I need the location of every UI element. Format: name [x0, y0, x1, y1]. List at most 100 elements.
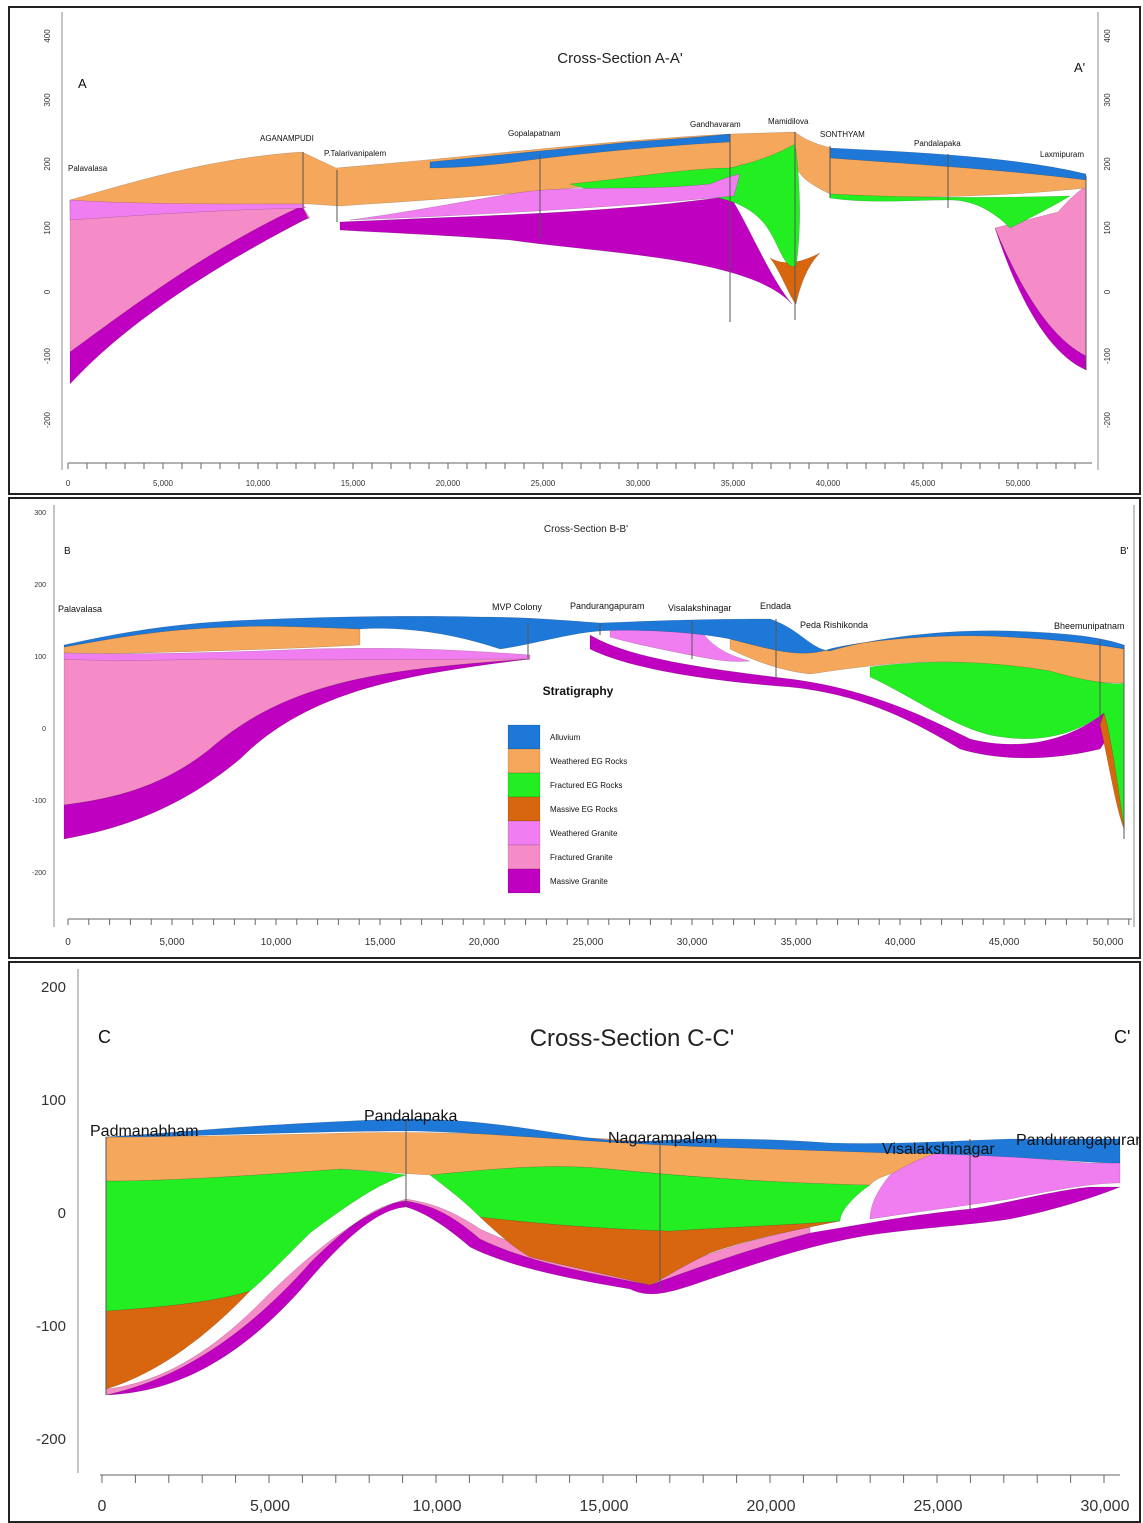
fractured-eg-layer-east: [829, 193, 1071, 229]
cross-section-a-figure: 400 300 200 100 0 -100 -200 400 300 200 …: [43, 12, 1112, 488]
x-tick-label: 25,000: [573, 937, 604, 948]
y-tick-right-100: 100: [1103, 221, 1112, 235]
x-tick-label: 10,000: [246, 479, 271, 488]
y-tick-label: 200: [34, 582, 46, 589]
legend-label: Massive Granite: [550, 877, 608, 886]
cross-section-c-panel: 200 100 0 -100 -200 Cross-Section C-C' C…: [8, 961, 1141, 1523]
x-tick-label: 15,000: [580, 1498, 629, 1515]
massive-granite-layer-east: [994, 227, 1087, 371]
village-label: Gandhavaram: [690, 120, 741, 129]
village-label: MVP Colony: [492, 602, 542, 612]
section-a-title: Cross-Section A-A': [557, 50, 683, 67]
y-tick-minus200: -200: [43, 411, 52, 428]
x-tick-label: 50,000: [1093, 937, 1124, 948]
y-tick-300: 300: [43, 93, 52, 107]
x-tick-label: 15,000: [365, 937, 396, 948]
village-labels: Palavalasa AGANAMPUDI P.Talarivanipalem …: [68, 117, 1084, 173]
y-tick-label: -200: [32, 870, 46, 877]
legend-label: Alluvium: [550, 733, 581, 742]
y-tick-label: 300: [34, 510, 46, 517]
x-tick-label: 25,000: [531, 479, 556, 488]
y-tick-label: 100: [34, 654, 46, 661]
section-a-end-right: A': [1074, 60, 1085, 75]
alluvium-layer: [63, 615, 1125, 654]
x-tick-label: 5,000: [153, 479, 174, 488]
x-tick-label: 10,000: [261, 937, 292, 948]
village-label: Visalakshinagar: [668, 603, 731, 613]
legend-swatch-weathered-granite: [507, 820, 541, 846]
village-label: Visalakshinagar: [882, 1141, 995, 1158]
village-label: Pandalapaka: [364, 1108, 458, 1125]
section-c-title: Cross-Section C-C': [530, 1025, 735, 1052]
stratigraphy-legend: Stratigraphy Alluvium Weathered EG Rocks…: [507, 684, 627, 894]
y-tick-right-minus200: -200: [1103, 411, 1112, 428]
village-label: P.Talarivanipalem: [324, 149, 386, 158]
x-tick-label: 0: [98, 1498, 107, 1515]
y-tick-label: 200: [41, 979, 66, 996]
x-tick-marks: [67, 919, 1130, 925]
x-tick-label: 20,000: [436, 479, 461, 488]
x-tick-label: 30,000: [1081, 1498, 1130, 1515]
fractured-eg-layer: [105, 1168, 407, 1312]
y-tick-label: -100: [32, 798, 46, 805]
legend-swatch-weathered-eg: [507, 748, 541, 774]
village-label: Pandurangapuram: [570, 601, 645, 611]
legend-label: Weathered Granite: [550, 829, 618, 838]
village-label: Padmanabham: [90, 1123, 199, 1140]
x-tick-labels: 0 5,000 10,000 15,000 20,000 25,000 30,0…: [66, 479, 1031, 488]
village-label: Laxmipuram: [1040, 150, 1084, 159]
x-tick-label: 45,000: [989, 937, 1020, 948]
village-label: Pandalapaka: [914, 139, 961, 148]
section-b-title: Cross-Section B-B': [544, 524, 628, 535]
x-tick-label: 40,000: [816, 479, 841, 488]
section-b-end-right: B': [1120, 546, 1129, 557]
y-tick-400: 400: [43, 29, 52, 43]
legend-label: Weathered EG Rocks: [550, 757, 627, 766]
x-tick-label: 0: [65, 937, 71, 948]
village-label: Peda Rishikonda: [800, 620, 868, 630]
x-tick-label: 20,000: [747, 1498, 796, 1515]
strata-layers: [105, 1118, 1121, 1396]
y-tick-right-200: 200: [1103, 157, 1112, 171]
section-c-end-left: C: [98, 1027, 111, 1047]
x-tick-label: 35,000: [781, 937, 812, 948]
x-tick-label: 15,000: [341, 479, 366, 488]
legend-swatch-fractured-granite: [507, 844, 541, 870]
x-tick-label: 5,000: [250, 1498, 290, 1515]
legend-label: Fractured EG Rocks: [550, 781, 622, 790]
x-tick-marks: [67, 463, 1076, 469]
legend-swatch-fractured-eg: [507, 772, 541, 798]
village-label: Gopalapatnam: [508, 129, 561, 138]
borehole-lines: [105, 1119, 971, 1395]
cross-section-b-figure: 300 200 100 0 -100 -200 Cross-Section B-…: [32, 505, 1135, 948]
fractured-granite-layer: [63, 654, 531, 806]
x-tick-label: 30,000: [677, 937, 708, 948]
borehole-lines: [302, 132, 1087, 370]
x-tick-label: 10,000: [413, 1498, 462, 1515]
strata-layers: [69, 131, 1087, 385]
section-c-end-right: C': [1114, 1027, 1130, 1047]
x-tick-label: 35,000: [721, 479, 746, 488]
cross-section-b-panel: 300 200 100 0 -100 -200 Cross-Section B-…: [8, 497, 1141, 959]
y-tick-100: 100: [43, 221, 52, 235]
y-tick-label: -200: [36, 1431, 66, 1448]
section-a-end-left: A: [78, 76, 87, 91]
x-tick-label: 40,000: [885, 937, 916, 948]
borehole-lines: [527, 619, 1125, 839]
legend-label: Massive EG Rocks: [550, 805, 618, 814]
y-tick-labels: 300 200 100 0 -100 -200: [32, 510, 46, 877]
legend-swatch-massive-granite: [507, 868, 541, 894]
fractured-granite-layer-east: [994, 185, 1087, 357]
cross-section-a-panel: 400 300 200 100 0 -100 -200 400 300 200 …: [8, 6, 1141, 495]
y-tick-right-minus100: -100: [1103, 347, 1112, 364]
x-tick-label: 30,000: [626, 479, 651, 488]
y-tick-right-300: 300: [1103, 93, 1112, 107]
y-tick-right-400: 400: [1103, 29, 1112, 43]
legend-swatch-alluvium: [507, 724, 541, 750]
legend-label: Fractured Granite: [550, 853, 613, 862]
weathered-granite-layer: [63, 648, 531, 661]
fractured-eg-layer-central: [429, 1166, 871, 1232]
y-tick-200: 200: [43, 157, 52, 171]
village-label: Pandurangapuram: [1016, 1132, 1139, 1149]
village-label: Palavalasa: [58, 604, 102, 614]
